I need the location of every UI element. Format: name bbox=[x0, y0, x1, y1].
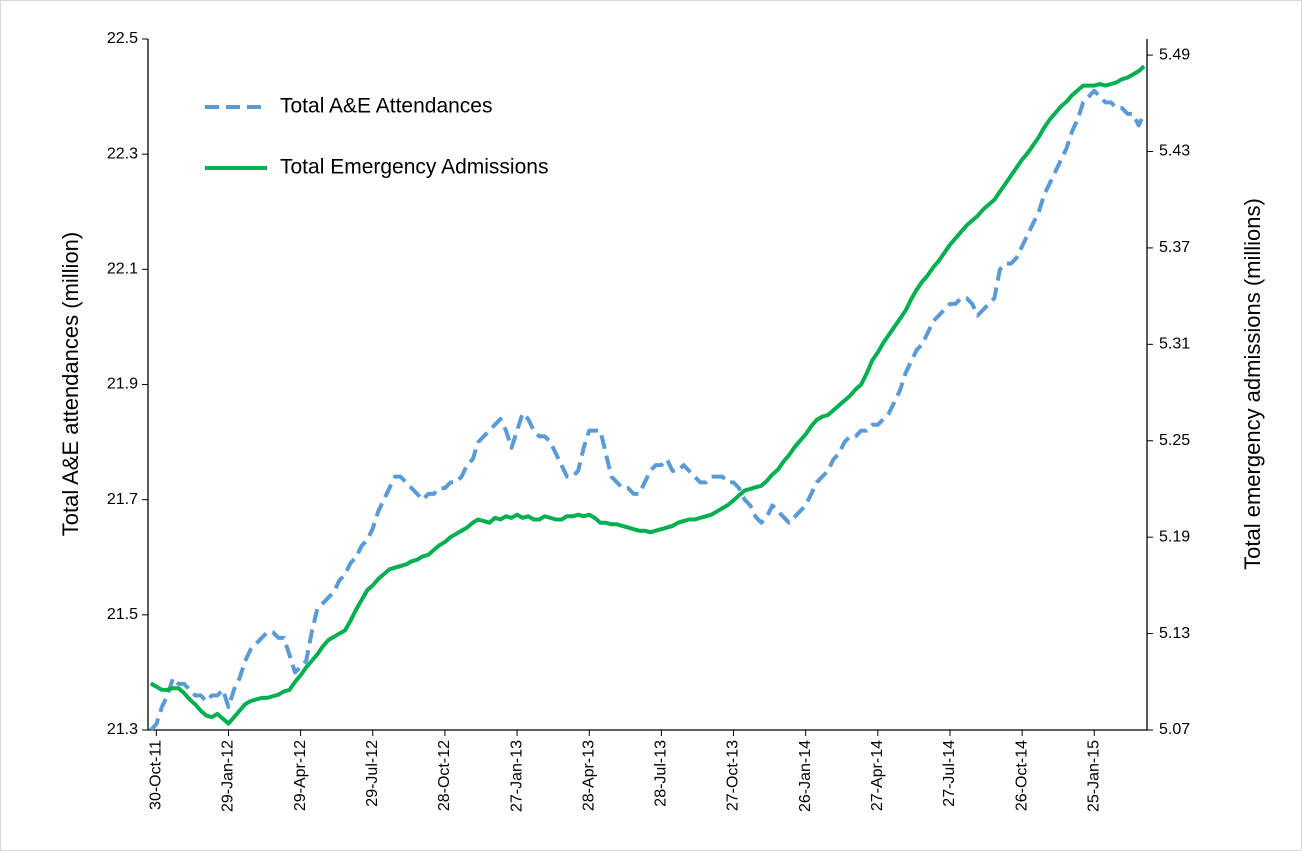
x-tick-label: 28-Jul-13 bbox=[653, 740, 670, 807]
x-tick-label: 28-Apr-13 bbox=[580, 740, 597, 811]
y-tick-label: 22.5 bbox=[107, 30, 138, 47]
y-tick-label: 21.7 bbox=[107, 491, 138, 508]
x-tick-label: 26-Oct-14 bbox=[1013, 740, 1030, 811]
series-line bbox=[149, 64, 1146, 726]
x-tick-label: 26-Jan-14 bbox=[797, 740, 814, 812]
x-tick-label: 29-Apr-12 bbox=[292, 740, 309, 811]
legend-label: Total A&E Attendances bbox=[280, 95, 492, 118]
x-tick-label: 29-Jan-12 bbox=[220, 740, 237, 812]
x-tick-label: 30-Oct-11 bbox=[148, 740, 165, 810]
x-tick-label: 27-Jan-13 bbox=[508, 740, 525, 812]
x-tick-label: 27-Jul-14 bbox=[941, 740, 958, 807]
y2-tick-label: 5.13 bbox=[1159, 625, 1190, 642]
y2-tick-label: 5.37 bbox=[1159, 239, 1190, 256]
x-tick-label: 27-Oct-13 bbox=[725, 740, 742, 811]
x-tick-label: 25-Jan-15 bbox=[1085, 740, 1102, 812]
y2-tick-label: 5.49 bbox=[1159, 46, 1190, 63]
x-tick-label: 28-Oct-12 bbox=[436, 740, 453, 811]
y2-tick-label: 5.07 bbox=[1159, 721, 1190, 738]
y2-tick-label: 5.19 bbox=[1159, 528, 1190, 545]
y-tick-label: 21.5 bbox=[107, 606, 138, 623]
y2-tick-label: 5.43 bbox=[1159, 143, 1190, 160]
series-line bbox=[149, 88, 1147, 732]
y2-tick-label: 5.31 bbox=[1159, 336, 1190, 353]
y-tick-label: 22.3 bbox=[107, 145, 138, 162]
y2-tick-label: 5.25 bbox=[1159, 432, 1190, 449]
y-tick-label: 21.3 bbox=[107, 721, 138, 738]
y2-axis-title: Total emergency admissions (millions) bbox=[1240, 198, 1265, 570]
y-tick-label: 22.1 bbox=[107, 261, 138, 278]
x-tick-label: 27-Apr-14 bbox=[869, 740, 886, 811]
x-tick-label: 29-Jul-12 bbox=[364, 740, 381, 807]
legend-label: Total Emergency Admissions bbox=[280, 156, 548, 179]
y-axis-title: Total A&E attendances (million) bbox=[58, 232, 83, 537]
y-tick-label: 21.9 bbox=[107, 376, 138, 393]
